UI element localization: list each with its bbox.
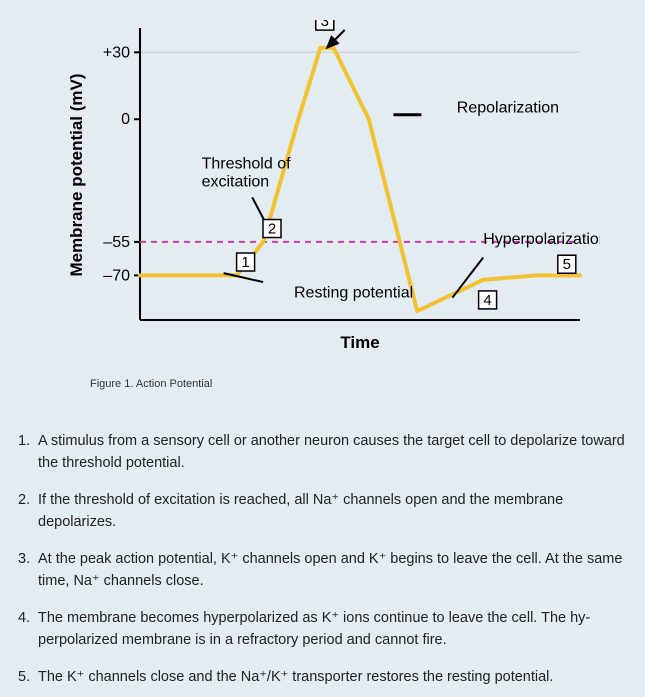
step-number: 5. (18, 666, 38, 688)
action-potential-chart: +30 0 –55 –70 1 2 3 4 5 Peak action potential Repo… (60, 20, 615, 360)
step-text: The membrane becomes hyperpolarized as K… (38, 607, 627, 652)
chart-svg: +30 0 –55 –70 1 2 3 4 5 Peak action potential Repo… (60, 20, 600, 360)
svg-text:0: 0 (121, 111, 130, 128)
step-text: A stimulus from a sensory cell or anothe… (38, 430, 627, 475)
step-text: The K⁺ channels close and the Na⁺/K⁺ tra… (38, 666, 627, 688)
svg-text:2: 2 (268, 221, 276, 238)
step-item: 3.At the peak action potential, K⁺ chann… (18, 548, 627, 593)
figure-caption: Figure 1. Action Potential (90, 378, 615, 390)
step-item: 1.A stimulus from a sensory cell or anot… (18, 430, 627, 475)
svg-text:1: 1 (241, 254, 249, 271)
step-item: 2.If the threshold of excitation is reac… (18, 489, 627, 534)
svg-text:Time: Time (340, 333, 379, 352)
svg-text:Peak action potential: Peak action potential (439, 20, 588, 21)
svg-text:4: 4 (483, 292, 491, 309)
step-item: 4.The membrane becomes hyperpolarized as… (18, 607, 627, 652)
svg-text:Repolarization: Repolarization (457, 100, 559, 117)
steps-list: 1.A stimulus from a sensory cell or anot… (0, 406, 645, 688)
svg-text:Resting potential: Resting potential (294, 285, 413, 302)
step-number: 3. (18, 548, 38, 593)
step-text: If the threshold of excitation is reache… (38, 489, 627, 534)
svg-text:3: 3 (321, 20, 329, 30)
svg-text:excitation: excitation (202, 173, 270, 190)
svg-text:5: 5 (563, 256, 571, 273)
figure-container: +30 0 –55 –70 1 2 3 4 5 Peak action potential Repo… (0, 0, 645, 390)
svg-text:Hyperpolarization: Hyperpolarization (483, 231, 600, 248)
svg-text:Membrane potential (mV): Membrane potential (mV) (67, 73, 86, 276)
step-number: 1. (18, 430, 38, 475)
step-item: 5.The K⁺ channels close and the Na⁺/K⁺ t… (18, 666, 627, 688)
step-number: 4. (18, 607, 38, 652)
svg-text:+30: +30 (103, 44, 130, 61)
svg-text:–70: –70 (103, 267, 130, 284)
step-text: At the peak action potential, K⁺ channel… (38, 548, 627, 593)
svg-text:–55: –55 (103, 234, 130, 251)
svg-text:Threshold of: Threshold of (202, 155, 291, 172)
step-number: 2. (18, 489, 38, 534)
